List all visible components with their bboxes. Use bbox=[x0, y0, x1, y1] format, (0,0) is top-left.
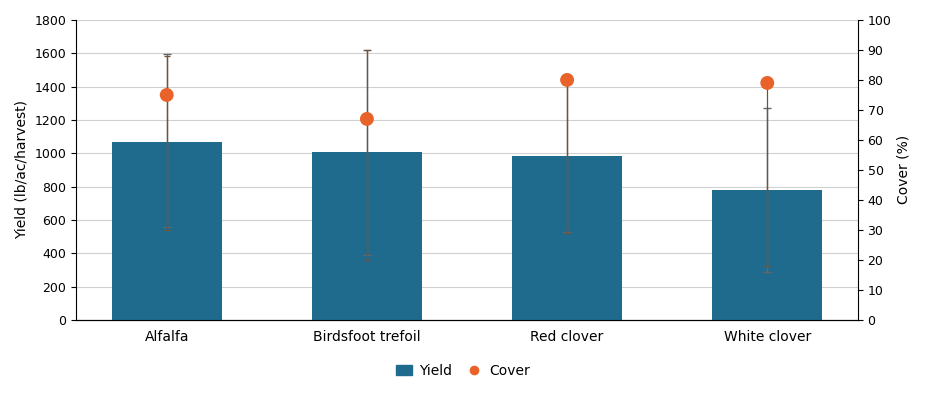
Y-axis label: Cover (%): Cover (%) bbox=[897, 136, 911, 204]
Y-axis label: Yield (lb/ac/harvest): Yield (lb/ac/harvest) bbox=[15, 100, 29, 240]
Bar bbox=[512, 156, 622, 320]
Point bbox=[559, 77, 574, 83]
Bar bbox=[112, 142, 222, 320]
Legend: Yield, Cover: Yield, Cover bbox=[390, 358, 536, 383]
Point bbox=[359, 116, 374, 122]
Bar bbox=[712, 190, 822, 320]
Point bbox=[760, 80, 775, 86]
Point bbox=[159, 92, 174, 98]
Bar bbox=[312, 152, 422, 320]
